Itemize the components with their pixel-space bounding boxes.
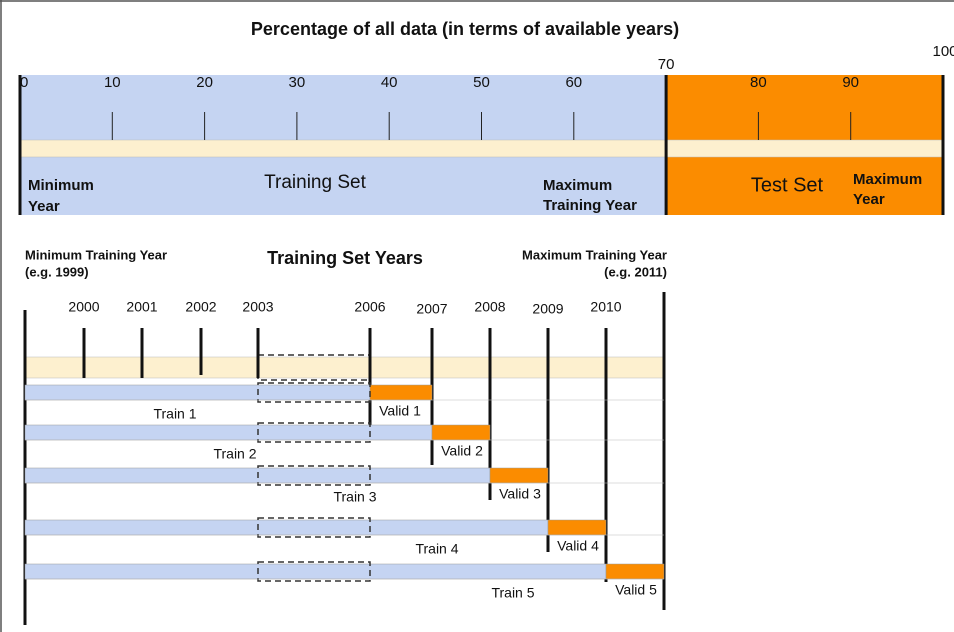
percent-tick-label: 100 [932,43,954,60]
valid-label: Valid 4 [557,538,599,554]
minimum-year-label: Minimum [28,177,94,194]
year-label: 2009 [532,301,563,317]
title: Percentage of all data (in terms of avai… [251,19,679,39]
percent-tick-label: 80 [750,74,767,91]
year-label: 2010 [590,299,621,315]
training-set-label: Training Set [264,172,366,193]
year-label: 2008 [474,299,505,315]
train-label: Train 5 [491,585,534,601]
minimum-training-year-label: (e.g. 1999) [25,264,89,279]
maximum-training-year-label: Maximum [543,177,612,194]
valid-bar [431,424,491,441]
dashed-window [257,382,371,403]
year-strip [24,356,665,379]
train-label: Train 2 [213,446,256,462]
valid-label: Valid 2 [441,443,483,459]
dashed-window [257,561,371,582]
percent-tick-label: 30 [289,74,306,91]
percent-tick-label: 50 [473,74,490,91]
percent-tick-label: 10 [104,74,121,91]
train-bar [24,424,433,441]
valid-bar [547,519,607,536]
train-bar [24,384,371,401]
year-label: 2007 [416,301,447,317]
data-strip [19,139,944,158]
train-bar [24,519,549,536]
maximum-year-label: Maximum [853,171,922,188]
valid-label: Valid 5 [615,582,657,598]
valid-bar [605,563,665,580]
dashed-window [257,517,371,538]
training-set-years-title: Training Set Years [267,248,423,268]
percent-tick-label: 90 [842,74,859,91]
valid-bar [489,467,549,484]
train-label: Train 1 [153,406,196,422]
valid-bar [369,384,433,401]
minimum-year-label: Year [28,198,60,215]
train-label: Train 4 [415,541,458,557]
maximum-training-year-label: (e.g. 2011) [604,264,667,279]
minimum-training-year-label: Minimum Training Year [25,247,167,262]
percent-tick-label: 20 [196,74,213,91]
dashed-window [257,422,371,443]
percent-tick-label: 60 [565,74,582,91]
test-set-label: Test Set [751,174,824,196]
train-label: Train 3 [333,489,376,505]
maximum-training-year-label: Maximum Training Year [522,247,667,262]
train-bar [24,563,607,580]
maximum-year-label: Year [853,191,885,208]
year-label: 2002 [185,299,216,315]
year-label: 2006 [354,299,385,315]
percent-tick-label: 70 [658,56,675,73]
percent-tick-label: 40 [381,74,398,91]
maximum-training-year-label: Training Year [543,197,637,214]
valid-label: Valid 1 [379,403,421,419]
dashed-window [257,465,371,486]
year-label: 2001 [126,299,157,315]
year-label: 2000 [68,299,99,315]
percent-tick-label: 0 [20,74,28,91]
valid-label: Valid 3 [499,486,541,502]
year-label: 2003 [242,299,273,315]
